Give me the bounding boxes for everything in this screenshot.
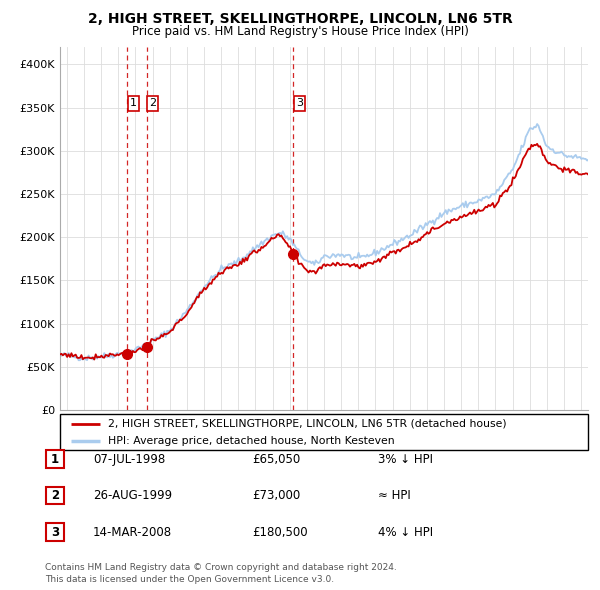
Text: This data is licensed under the Open Government Licence v3.0.: This data is licensed under the Open Gov… [45, 575, 334, 584]
Text: £180,500: £180,500 [252, 526, 308, 539]
Text: 14-MAR-2008: 14-MAR-2008 [93, 526, 172, 539]
Text: 3% ↓ HPI: 3% ↓ HPI [378, 453, 433, 466]
Text: 3: 3 [51, 526, 59, 539]
Text: Contains HM Land Registry data © Crown copyright and database right 2024.: Contains HM Land Registry data © Crown c… [45, 563, 397, 572]
Text: £65,050: £65,050 [252, 453, 300, 466]
Text: ≈ HPI: ≈ HPI [378, 489, 411, 502]
Text: 2: 2 [149, 99, 156, 109]
Text: 2: 2 [51, 489, 59, 502]
Text: HPI: Average price, detached house, North Kesteven: HPI: Average price, detached house, Nort… [107, 436, 394, 446]
Text: 3: 3 [296, 99, 303, 109]
Text: 2, HIGH STREET, SKELLINGTHORPE, LINCOLN, LN6 5TR (detached house): 2, HIGH STREET, SKELLINGTHORPE, LINCOLN,… [107, 419, 506, 429]
Text: 07-JUL-1998: 07-JUL-1998 [93, 453, 165, 466]
Text: 4% ↓ HPI: 4% ↓ HPI [378, 526, 433, 539]
Text: 1: 1 [51, 453, 59, 466]
Text: 1: 1 [130, 99, 137, 109]
Text: 2, HIGH STREET, SKELLINGTHORPE, LINCOLN, LN6 5TR: 2, HIGH STREET, SKELLINGTHORPE, LINCOLN,… [88, 12, 512, 26]
Text: £73,000: £73,000 [252, 489, 300, 502]
Text: Price paid vs. HM Land Registry's House Price Index (HPI): Price paid vs. HM Land Registry's House … [131, 25, 469, 38]
Text: 26-AUG-1999: 26-AUG-1999 [93, 489, 172, 502]
